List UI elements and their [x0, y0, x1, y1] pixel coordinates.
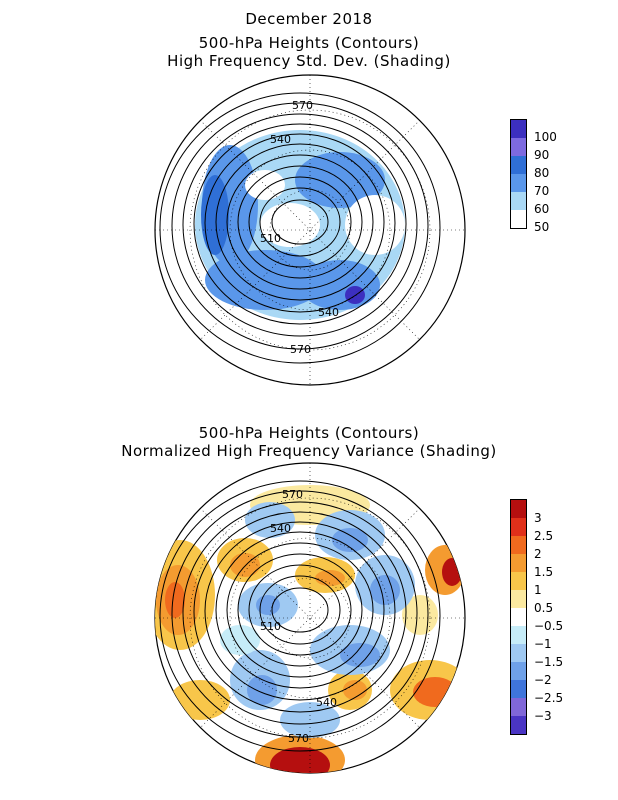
- top-height-contours: [159, 92, 441, 364]
- top-graticule: [155, 75, 465, 385]
- bottom-colorbar-label-2-5: 2.5: [534, 529, 554, 543]
- top-polar-map: 570 540 510 540 570: [154, 74, 466, 386]
- bottom-colorbar-label-0-5: 0.5: [534, 601, 554, 615]
- top-colorbar-label-80: 80: [534, 166, 550, 180]
- top-colorbar-swatch-50: [510, 210, 527, 229]
- bottom-colorbar-swatch-3: [510, 499, 527, 518]
- bottom-colorbar-swatch-1-5: [510, 554, 527, 572]
- bottom-shading: [155, 485, 465, 773]
- top-colorbar-label-50: 50: [534, 220, 550, 234]
- bottom-colorbar-label-neg-1-5: −1.5: [534, 655, 564, 669]
- bottom-colorbar-label-neg-2: −2: [534, 673, 552, 687]
- bottom-contour-label-570-south: 570: [288, 732, 309, 745]
- bottom-contour-label-540-north: 540: [270, 522, 291, 535]
- top-contour-label-570-north: 570: [292, 99, 313, 112]
- top-colorbar-swatch-70: [510, 174, 527, 192]
- bottom-colorbar-swatch-2: [510, 536, 527, 554]
- top-contour-label-540-south: 540: [318, 306, 339, 319]
- bottom-colorbar-swatch-neg-1-5: [510, 662, 527, 680]
- bottom-colorbar-swatch-neg-1: [510, 644, 527, 662]
- top-colorbar-swatch-80: [510, 156, 527, 174]
- bottom-height-contours: [159, 480, 441, 752]
- bottom-colorbar-swatch-neg-3: [510, 716, 527, 735]
- bottom-colorbar-label-neg-0-5: −0.5: [534, 619, 564, 633]
- top-colorbar-label-90: 90: [534, 148, 550, 162]
- bottom-colorbar-swatch-2-5: [510, 518, 527, 536]
- top-contour-label-570-south: 570: [290, 343, 311, 356]
- bottom-colorbar-swatch-neg-2: [510, 680, 527, 698]
- bottom-contour-label-510: 510: [260, 620, 281, 633]
- bottom-colorbar-swatch-0-5: [510, 590, 527, 608]
- bottom-title-line-2: Normalized High Frequency Variance (Shad…: [121, 442, 497, 460]
- bottom-colorbar-swatch-neg-2-5: [510, 698, 527, 716]
- top-contour-label-540-north: 540: [270, 133, 291, 146]
- bottom-colorbar-label-1: 1: [534, 583, 542, 597]
- top-contour-label-510: 510: [260, 232, 281, 245]
- bottom-colorbar-label-3: 3: [534, 511, 542, 525]
- top-colorbar-label-60: 60: [534, 202, 550, 216]
- top-colorbar-swatch-100: [510, 119, 527, 138]
- bottom-title-line-1: 500-hPa Heights (Contours): [198, 424, 420, 442]
- bottom-colorbar-swatch-neutral: [510, 608, 527, 626]
- bottom-colorbar-swatch-1: [510, 572, 527, 590]
- top-colorbar-label-70: 70: [534, 184, 550, 198]
- bottom-contour-label-540-south: 540: [316, 696, 337, 709]
- top-contour-labels: 570 540 510 540 570: [260, 99, 339, 356]
- bottom-colorbar-label-2: 2: [534, 547, 542, 561]
- top-title-line-3: High Frequency Std. Dev. (Shading): [167, 52, 451, 70]
- top-colorbar-swatch-60: [510, 192, 527, 210]
- top-title-line-1: December 2018: [245, 10, 373, 28]
- bottom-contour-label-570-north: 570: [282, 488, 303, 501]
- bottom-colorbar-label-neg-3: −3: [534, 709, 552, 723]
- top-colorbar-label-100: 100: [534, 130, 557, 144]
- top-colorbar-swatch-90: [510, 138, 527, 156]
- bottom-colorbar-label-1-5: 1.5: [534, 565, 554, 579]
- bottom-colorbar-swatch-neg-0-5: [510, 626, 527, 644]
- bottom-graticule: [155, 463, 465, 773]
- top-title-line-2: 500-hPa Heights (Contours): [198, 34, 420, 52]
- bottom-contour-labels: 570 540 510 540 570: [260, 488, 337, 745]
- bottom-colorbar-label-neg-2-5: −2.5: [534, 691, 564, 705]
- bottom-colorbar-label-neg-1: −1: [534, 637, 552, 651]
